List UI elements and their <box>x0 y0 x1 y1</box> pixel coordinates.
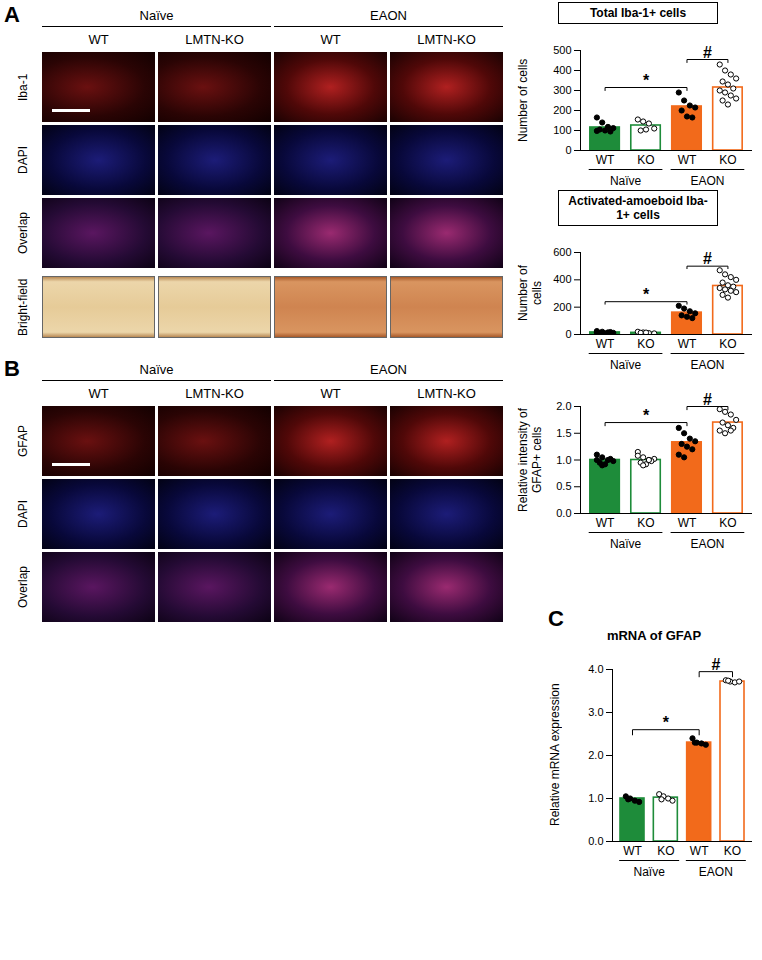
html-text:LMTN-KO: LMTN-KO <box>417 386 476 401</box>
svg-text:100: 100 <box>553 124 571 136</box>
svg-text:KO: KO <box>657 844 674 858</box>
html-text:GFAP: GFAP <box>16 425 30 457</box>
svg-text:KO: KO <box>637 153 654 167</box>
html-text:Naïve: Naïve <box>139 8 174 23</box>
svg-text:WT: WT <box>623 844 642 858</box>
svg-text:WT: WT <box>678 516 697 530</box>
svg-text:KO: KO <box>637 516 654 530</box>
svg-text:Naïve: Naïve <box>610 174 642 188</box>
svg-text:WT: WT <box>678 337 697 351</box>
html-text:WT: WT <box>88 32 109 47</box>
svg-text:0.0: 0.0 <box>556 507 571 519</box>
html-text:EAON: EAON <box>370 8 407 23</box>
svg-text:EAON: EAON <box>699 865 733 879</box>
html-text:DAPI: DAPI <box>16 500 30 528</box>
svg-text:600: 600 <box>553 246 571 258</box>
html-text:EAON: EAON <box>370 362 407 377</box>
svg-text:EAON: EAON <box>690 537 724 551</box>
html-text:B: B <box>4 356 20 381</box>
svg-text:4.0: 4.0 <box>588 663 603 675</box>
svg-text:200: 200 <box>553 104 571 116</box>
svg-text:KO: KO <box>719 153 736 167</box>
svg-text:WT: WT <box>678 153 697 167</box>
svg-text:1.0: 1.0 <box>588 792 603 804</box>
svg-text:Naïve: Naïve <box>610 358 642 372</box>
svg-text:*: * <box>643 286 650 303</box>
svg-text:#: # <box>703 250 712 267</box>
svg-text:3.0: 3.0 <box>588 706 603 718</box>
html-text:Activated-amoeboid Iba-1+ cell: Activated-amoeboid Iba-1+ cells <box>568 194 708 222</box>
svg-text:WT: WT <box>596 153 615 167</box>
svg-text:400: 400 <box>553 273 571 285</box>
svg-text:2.0: 2.0 <box>556 400 571 412</box>
svg-text:EAON: EAON <box>690 358 724 372</box>
html-text:WT: WT <box>88 386 109 401</box>
html-text:Naïve: Naïve <box>139 362 174 377</box>
html-text:mRNA of GFAP: mRNA of GFAP <box>606 628 702 643</box>
svg-text:#: # <box>711 656 720 673</box>
svg-text:0: 0 <box>565 144 571 156</box>
svg-text:500: 500 <box>553 44 571 56</box>
svg-text:Naïve: Naïve <box>610 537 642 551</box>
svg-text:1.5: 1.5 <box>556 427 571 439</box>
svg-text:200: 200 <box>553 301 571 313</box>
svg-text:WT: WT <box>690 844 709 858</box>
html-text:LMTN-KO: LMTN-KO <box>185 386 244 401</box>
svg-text:0: 0 <box>565 328 571 340</box>
svg-text:KO: KO <box>719 516 736 530</box>
html-text:LMTN-KO: LMTN-KO <box>185 32 244 47</box>
html-text:Iba-1: Iba-1 <box>16 73 30 101</box>
svg-text:WT: WT <box>596 516 615 530</box>
html-text:Bright-field: Bright-field <box>16 278 30 336</box>
svg-text:Naïve: Naïve <box>633 865 665 879</box>
html-text:Overlap: Overlap <box>16 566 30 608</box>
svg-text:*: * <box>643 407 650 424</box>
html-text:A: A <box>4 2 20 27</box>
svg-text:KO: KO <box>724 844 741 858</box>
html-text:DAPI: DAPI <box>16 146 30 174</box>
svg-text:1.0: 1.0 <box>556 454 571 466</box>
svg-text:300: 300 <box>553 84 571 96</box>
svg-text:KO: KO <box>637 337 654 351</box>
html-text:Relative intensity of GFAP+ ce: Relative intensity of GFAP+ cells <box>516 407 544 512</box>
svg-text:KO: KO <box>719 337 736 351</box>
svg-text:2.0: 2.0 <box>588 749 603 761</box>
svg-text:WT: WT <box>596 337 615 351</box>
html-text:Number of cells: Number of cells <box>516 265 544 321</box>
html-text:Overlap: Overlap <box>16 212 30 254</box>
svg-text:#: # <box>703 391 712 408</box>
svg-text:0.5: 0.5 <box>556 480 571 492</box>
html-text:LMTN-KO: LMTN-KO <box>417 32 476 47</box>
html-text:C: C <box>548 606 564 631</box>
svg-text:EAON: EAON <box>690 174 724 188</box>
html-text:Total Iba-1+ cells: Total Iba-1+ cells <box>589 6 687 20</box>
html-text:WT: WT <box>320 386 341 401</box>
svg-text:#: # <box>703 44 712 61</box>
svg-text:400: 400 <box>553 64 571 76</box>
svg-text:*: * <box>663 714 670 731</box>
html-text:Number of cells: Number of cells <box>516 58 530 142</box>
html-text:Relative mRNA expression: Relative mRNA expression <box>548 683 562 827</box>
html-text:WT: WT <box>320 32 341 47</box>
svg-text:0.0: 0.0 <box>588 835 603 847</box>
svg-text:*: * <box>643 72 650 89</box>
